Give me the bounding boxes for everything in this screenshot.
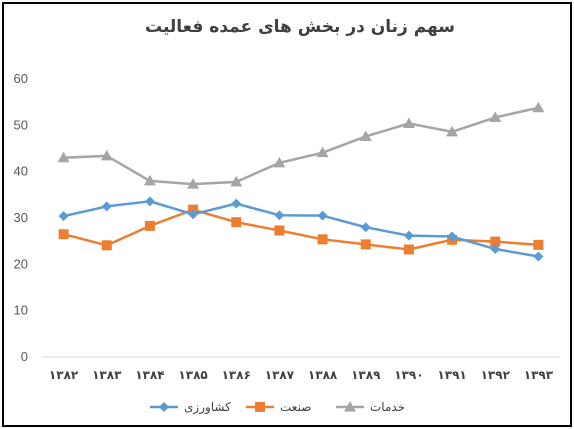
legend-label: خدمات	[370, 400, 405, 414]
x-tick-label: ۱۳۸۸	[308, 368, 338, 382]
data-point	[360, 239, 371, 250]
y-tick-label: 0	[21, 349, 28, 364]
data-point	[144, 196, 155, 207]
x-tick-label: ۱۳۹۳	[524, 368, 554, 382]
y-axis-ticks: 0 10 20 30 40 50 60	[14, 71, 28, 364]
data-point	[100, 149, 113, 161]
data-point	[144, 220, 155, 231]
series-2	[57, 101, 545, 189]
x-tick-label: ۱۳۹۰	[394, 368, 423, 382]
y-tick-label: 30	[14, 210, 28, 225]
data-point	[101, 240, 112, 251]
legend-label: کشاورزی	[184, 400, 231, 415]
series-layer	[57, 101, 545, 262]
series-0	[58, 196, 544, 262]
data-point	[446, 125, 459, 137]
data-point	[187, 178, 200, 189]
data-point	[532, 101, 545, 113]
x-tick-label: ۱۳۸۵	[178, 368, 207, 382]
data-point	[317, 234, 328, 245]
legend-marker	[159, 402, 169, 412]
legend-marker	[344, 401, 356, 412]
data-point	[316, 146, 329, 158]
data-point	[274, 210, 285, 221]
data-point	[489, 111, 502, 122]
data-point	[58, 229, 69, 240]
series-line	[63, 200, 539, 258]
legend: کشاورزی صنعت خدمات	[150, 400, 405, 415]
data-point	[317, 210, 328, 221]
legend-item: خدمات	[336, 400, 405, 414]
data-point	[490, 244, 501, 255]
data-point	[230, 175, 243, 187]
x-tick-label: ۱۳۹۱	[437, 368, 466, 382]
legend-marker	[255, 402, 265, 412]
data-point	[273, 156, 286, 168]
y-tick-label: 40	[14, 164, 28, 179]
y-tick-label: 20	[14, 256, 28, 271]
x-tick-label: ۱۳۸۴	[135, 368, 164, 382]
data-point	[231, 217, 242, 228]
series-line	[63, 106, 539, 186]
y-tick-label: 10	[14, 303, 28, 318]
data-point	[403, 230, 414, 241]
data-point	[533, 239, 544, 250]
x-tick-label: ۱۳۸۹	[351, 368, 381, 382]
data-point	[231, 198, 242, 209]
data-point	[402, 117, 415, 128]
y-tick-label: 60	[14, 71, 28, 86]
x-tick-label: ۱۳۹۲	[481, 368, 511, 382]
data-point	[188, 209, 199, 220]
legend-item: کشاورزی	[150, 400, 231, 415]
data-point	[57, 151, 70, 163]
series-line	[63, 208, 539, 251]
y-tick-label: 50	[14, 117, 28, 132]
data-point	[58, 211, 69, 222]
x-tick-label: ۱۳۸۶	[222, 368, 251, 382]
data-point	[447, 231, 458, 242]
legend-label: صنعت	[280, 400, 311, 414]
data-point	[274, 225, 285, 236]
data-point	[101, 201, 112, 212]
data-point	[360, 222, 371, 233]
data-point	[403, 244, 414, 255]
data-point	[533, 251, 544, 262]
data-point	[490, 236, 501, 247]
data-point	[359, 130, 372, 141]
x-tick-label: ۱۳۸۲	[49, 368, 79, 382]
data-point	[143, 174, 156, 186]
legend-item: صنعت	[246, 400, 311, 414]
series-1	[58, 204, 544, 255]
x-axis-ticks: ۱۳۸۲ ۱۳۸۳ ۱۳۸۴ ۱۳۸۵ ۱۳۸۶ ۱۳۸۷ ۱۳۸۸ ۱۳۸۹ ۱۳۹۰ ۱۳۹۱…	[49, 368, 554, 382]
chart-title: سهم زنان در بخش های عمده فعالیت	[145, 17, 455, 37]
x-tick-label: ۱۳۸۳	[92, 368, 122, 382]
x-tick-label: ۱۳۸۷	[265, 368, 295, 382]
